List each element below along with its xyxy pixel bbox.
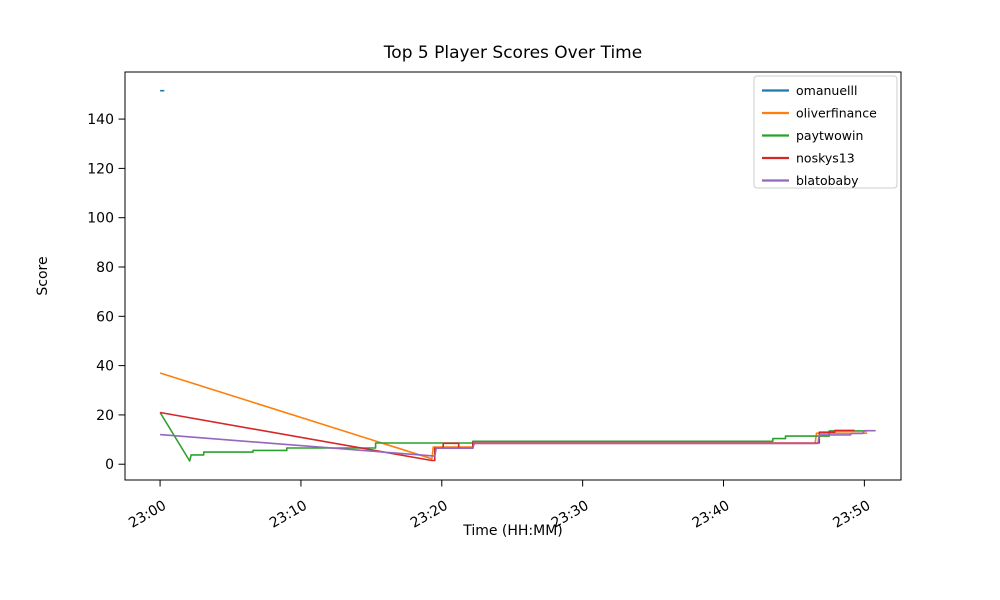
series-line-oliverfinance: [159, 372, 868, 460]
legend-entry-label: omanuelll: [796, 83, 857, 98]
chart-title: Top 5 Player Scores Over Time: [383, 43, 642, 63]
series-line-paytwowin: [159, 412, 868, 462]
y-tick-label: 20: [96, 408, 114, 424]
y-tick-label: 40: [96, 359, 114, 375]
series-lines: [159, 89, 876, 462]
y-tick-label: 0: [105, 457, 114, 473]
legend-entry-label: oliverfinance: [796, 106, 877, 121]
x-tick-label: 23:50: [830, 498, 873, 532]
legend-entry-label: noskys13: [796, 151, 855, 166]
x-tick-label: 23:40: [690, 498, 733, 532]
legend-entry: oliverfinance: [762, 106, 877, 121]
legend-entry: omanuelll: [762, 83, 857, 98]
y-axis-label: Score: [35, 256, 51, 295]
plot-border: [124, 71, 902, 481]
legend: omanuelll oliverfinance paytwowin noskys…: [753, 75, 898, 189]
x-axis-label: Time (HH:MM): [462, 523, 563, 539]
legend-box: [753, 75, 898, 189]
y-tick-label: 120: [87, 161, 114, 177]
y-tick-label: 100: [87, 211, 114, 227]
y-axis-ticks: 0 20 40 60 80 100 120 140: [87, 112, 125, 473]
x-tick-label: 23:10: [267, 498, 310, 532]
series-line-blatobaby: [160, 429, 876, 457]
x-tick-label: 23:00: [126, 498, 169, 532]
legend-entry-label: blatobaby: [796, 173, 859, 188]
legend-entry: paytwowin: [762, 128, 863, 143]
series-line-noskys13: [159, 411, 855, 462]
y-tick-label: 60: [96, 309, 114, 325]
y-tick-label: 80: [96, 260, 114, 276]
legend-entry: blatobaby: [762, 173, 859, 188]
legend-entry-label: paytwowin: [796, 128, 863, 143]
legend-entry: noskys13: [762, 151, 855, 166]
y-tick-label: 140: [87, 112, 114, 128]
x-tick-label: 23:20: [408, 498, 451, 532]
